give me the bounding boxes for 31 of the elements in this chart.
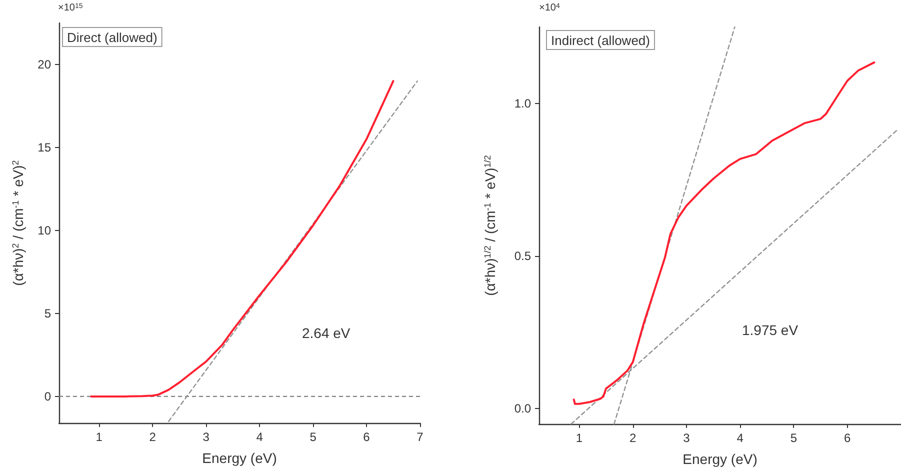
y-tick-label: 0.0: [514, 402, 532, 416]
annotation: Direct (allowed): [67, 30, 158, 45]
y-axis-title: (α*hν)2 / (cm-1 * eV)2: [10, 160, 26, 286]
annotation: Indirect (allowed): [551, 33, 650, 48]
y-tick-label: 20: [38, 57, 52, 72]
line-series: [90, 80, 394, 398]
x-tick-label: 4: [736, 431, 744, 445]
x-tick-label: 7: [416, 430, 424, 444]
x-tick-label: 5: [310, 430, 317, 444]
x-tick-label: 5: [790, 431, 798, 445]
x-tick-label: 4: [256, 430, 264, 444]
annotation: 2.64 eV: [302, 325, 351, 341]
line-series: [572, 61, 876, 405]
y-tick-label: 0.5: [514, 249, 532, 264]
y-tick-label: 5: [44, 306, 52, 320]
x-tick-label: 6: [363, 430, 370, 444]
y-tick-label: 0: [44, 389, 52, 404]
x-axis-title: Energy (eV): [202, 450, 277, 466]
x-tick-label: 2: [630, 431, 637, 445]
x-tick-label: 1: [576, 431, 583, 445]
x-tick-label: 2: [149, 430, 156, 444]
x-tick-label: 6: [844, 431, 852, 445]
x-tick-label: 3: [202, 430, 210, 444]
annotation: 1.975 eV: [742, 322, 799, 338]
x-tick-label: 3: [683, 431, 690, 445]
y-tick-label: 1.0: [514, 96, 532, 110]
y-tick-label: 15: [38, 140, 52, 154]
y-axis-title: (α*hν)1/2 / (cm-1 * eV)1/2: [482, 155, 498, 296]
x-axis-title: Energy (eV): [682, 451, 758, 467]
y-tick-label: 10: [38, 223, 52, 238]
x-tick-label: 1: [96, 430, 103, 444]
